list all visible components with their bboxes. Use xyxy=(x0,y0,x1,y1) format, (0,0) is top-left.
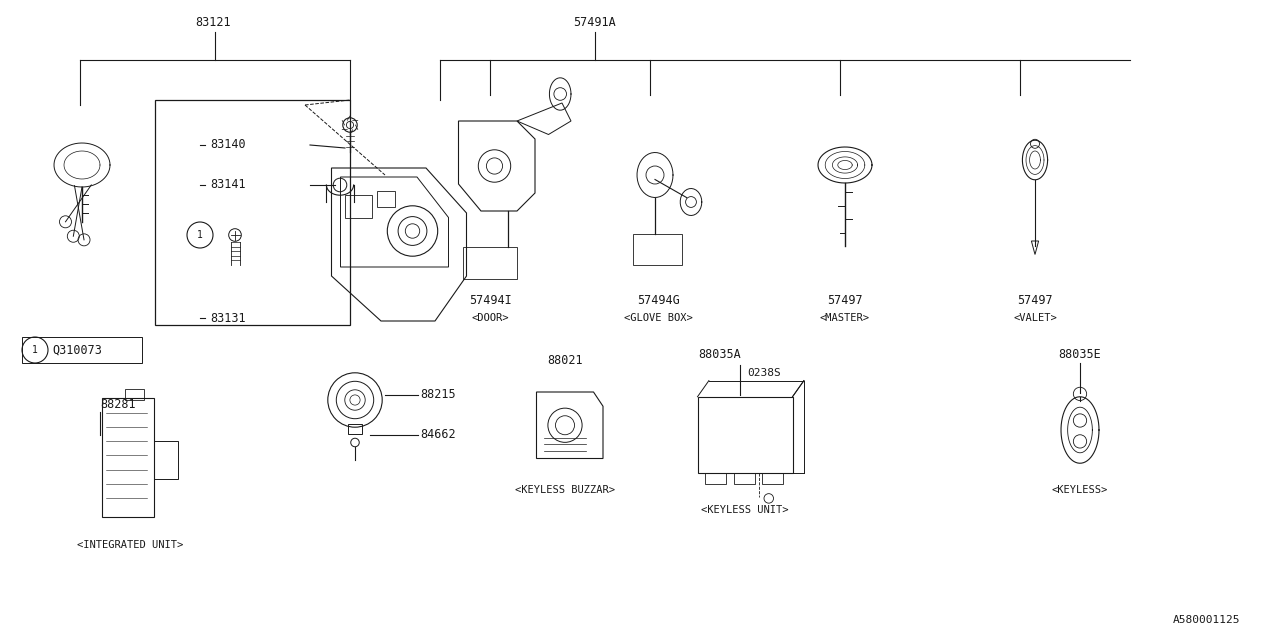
Bar xyxy=(705,473,726,484)
Text: <KEYLESS BUZZAR>: <KEYLESS BUZZAR> xyxy=(515,485,614,495)
Text: 88035E: 88035E xyxy=(1059,349,1101,362)
Text: 83140: 83140 xyxy=(210,138,246,152)
Bar xyxy=(632,234,682,265)
Bar xyxy=(155,100,349,325)
Text: 83121: 83121 xyxy=(195,15,230,29)
Text: A580001125: A580001125 xyxy=(1172,615,1240,625)
Bar xyxy=(125,388,145,400)
Bar xyxy=(762,473,783,484)
Bar xyxy=(463,247,517,278)
Text: <KEYLESS>: <KEYLESS> xyxy=(1052,485,1108,495)
Bar xyxy=(101,398,154,517)
Text: 57494G: 57494G xyxy=(636,294,680,307)
Bar xyxy=(22,337,142,363)
Bar xyxy=(733,473,754,484)
Bar xyxy=(376,191,394,207)
Text: <INTEGRATED UNIT>: <INTEGRATED UNIT> xyxy=(77,540,183,550)
Bar xyxy=(154,441,178,479)
Text: 83141: 83141 xyxy=(210,179,246,191)
Text: <DOOR>: <DOOR> xyxy=(471,313,508,323)
Text: 1: 1 xyxy=(197,230,204,240)
Text: 88281: 88281 xyxy=(100,399,136,412)
Text: 1: 1 xyxy=(32,345,38,355)
Bar xyxy=(346,195,372,218)
Text: 57497: 57497 xyxy=(827,294,863,307)
Text: 88021: 88021 xyxy=(547,353,582,367)
Text: <GLOVE BOX>: <GLOVE BOX> xyxy=(623,313,692,323)
Text: <MASTER>: <MASTER> xyxy=(820,313,870,323)
Text: 57491A: 57491A xyxy=(573,15,617,29)
Text: 83131: 83131 xyxy=(210,312,246,324)
Text: Q310073: Q310073 xyxy=(52,344,102,356)
Text: 0238S: 0238S xyxy=(748,368,781,378)
Text: 57497: 57497 xyxy=(1018,294,1053,307)
Text: 88035A: 88035A xyxy=(699,349,741,362)
Bar xyxy=(348,424,362,434)
Bar xyxy=(698,397,792,473)
Text: <VALET>: <VALET> xyxy=(1014,313,1057,323)
Text: 88215: 88215 xyxy=(420,388,456,401)
Text: 57494I: 57494I xyxy=(468,294,512,307)
Text: 84662: 84662 xyxy=(420,429,456,442)
Text: <KEYLESS UNIT>: <KEYLESS UNIT> xyxy=(701,505,788,515)
